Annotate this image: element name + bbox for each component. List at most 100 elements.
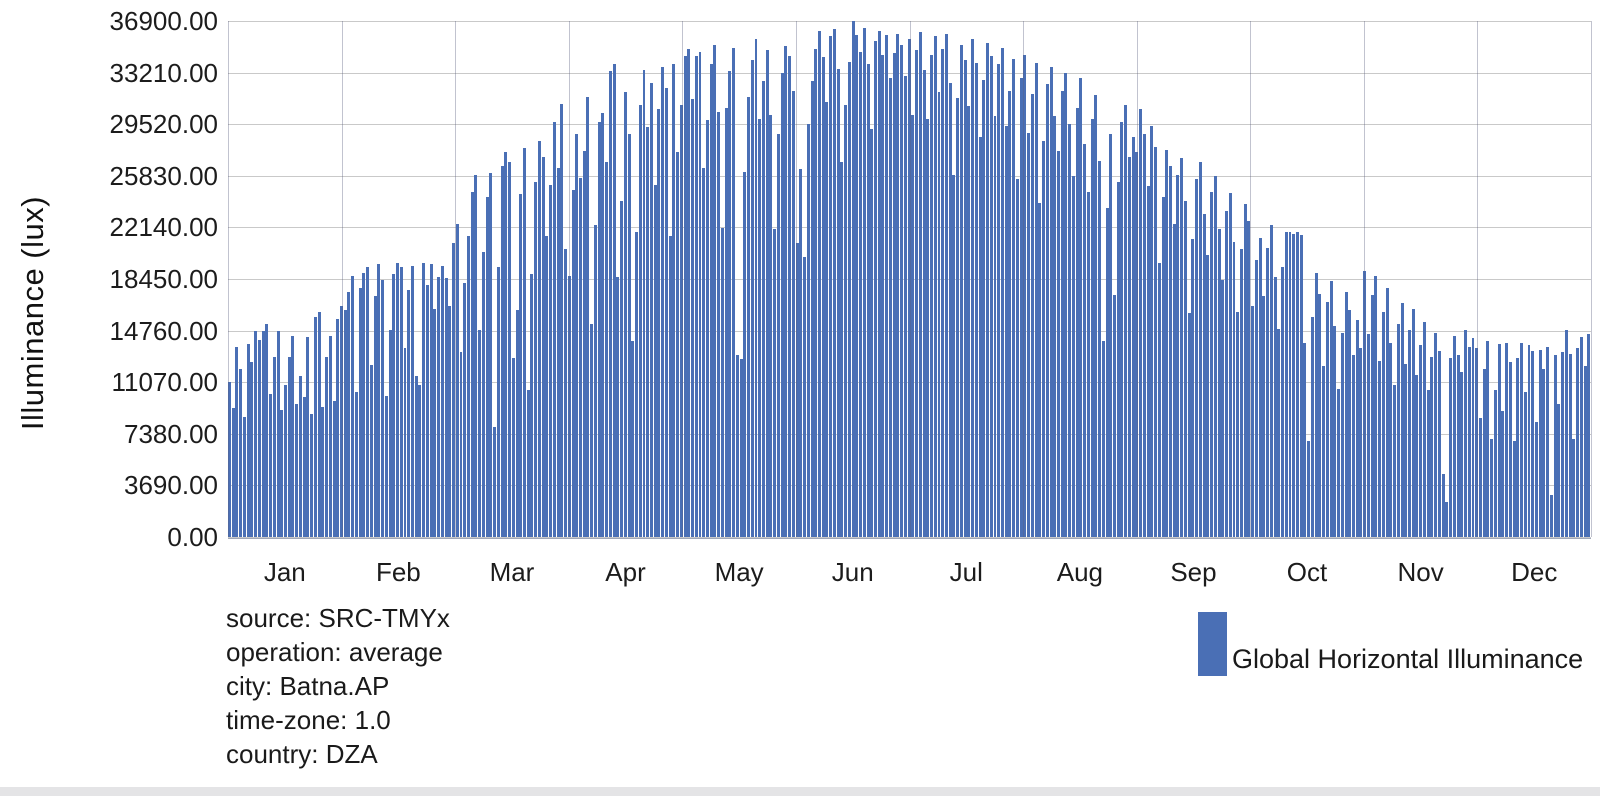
bar-daily-value: [1139, 109, 1143, 537]
bar-daily-value: [907, 39, 911, 537]
bar-daily-value: [1176, 174, 1180, 537]
bar-daily-value: [571, 190, 575, 537]
bar-daily-value: [997, 64, 1001, 537]
bar-daily-value: [418, 384, 422, 537]
bar-daily-value: [590, 324, 594, 537]
month-divider-line: [1023, 21, 1025, 537]
bar-daily-value: [1348, 310, 1352, 537]
bar-daily-value: [713, 44, 717, 537]
bar-daily-value: [496, 267, 500, 537]
bar-daily-value: [851, 21, 855, 537]
bar-daily-value: [683, 55, 687, 537]
screenshot-bottom-band: [0, 787, 1600, 796]
bar-daily-value: [799, 169, 803, 537]
bar-daily-value: [1307, 440, 1311, 537]
bar-daily-value: [829, 36, 833, 537]
y-tick-label: 7380.00: [124, 418, 218, 449]
bar-daily-value: [246, 344, 250, 537]
bar-daily-value: [1027, 132, 1031, 537]
bar-daily-value: [597, 121, 601, 537]
month-divider-line: [341, 21, 343, 537]
month-divider-line: [1136, 21, 1138, 537]
bar-daily-value: [1363, 271, 1367, 537]
month-divider-line: [1363, 21, 1365, 537]
bar-daily-value: [534, 181, 538, 537]
bar-daily-value: [392, 274, 396, 537]
bar-daily-value: [1329, 281, 1333, 537]
bar-daily-value: [769, 114, 773, 537]
bar-daily-value: [732, 47, 736, 537]
bar-daily-value: [354, 391, 358, 537]
bar-daily-value: [918, 32, 922, 537]
bar-daily-value: [1169, 166, 1172, 537]
bar-daily-value: [1090, 118, 1094, 537]
bar-daily-value: [877, 30, 881, 537]
bar-daily-value: [1456, 355, 1460, 537]
x-tick-label-may: May: [714, 557, 764, 587]
bar-daily-value: [1572, 439, 1576, 537]
month-divider-line: [455, 21, 457, 537]
bar-daily-value: [724, 107, 728, 537]
bar-daily-value: [859, 51, 863, 537]
bar-daily-value: [1232, 241, 1236, 537]
gridline: [228, 537, 1591, 538]
bar-daily-value: [1266, 247, 1270, 537]
bar-daily-value: [504, 152, 508, 537]
bar-daily-value: [343, 310, 347, 537]
annotation-city: city: Batna.AP: [226, 671, 390, 701]
bar-daily-value: [549, 184, 553, 537]
bar-daily-value: [642, 69, 646, 537]
bar-daily-value: [1546, 346, 1550, 537]
bar-daily-value: [720, 227, 724, 537]
bar-daily-value: [1352, 355, 1355, 537]
bar-daily-value: [993, 116, 997, 537]
y-tick-label: 25830.00: [109, 160, 218, 191]
bar-daily-value: [485, 197, 489, 537]
bar-daily-value: [1501, 411, 1505, 537]
bar-daily-value: [776, 134, 780, 537]
bar-daily-value: [952, 174, 956, 537]
bar-daily-value: [1053, 116, 1057, 537]
bar-daily-value: [410, 265, 414, 537]
bar-daily-value: [508, 162, 512, 537]
x-tick-label-mar: Mar: [489, 557, 535, 587]
bar-daily-value: [1579, 337, 1583, 537]
bar-daily-value: [1314, 272, 1318, 537]
bar-daily-value: [836, 68, 840, 537]
bar-daily-value: [780, 72, 784, 537]
bar-daily-value: [1404, 363, 1408, 537]
bar-daily-value: [593, 225, 597, 537]
bar-daily-value: [1408, 330, 1411, 537]
bar-daily-value: [381, 279, 385, 537]
bar-daily-value: [1008, 90, 1012, 537]
bar-daily-value: [1124, 104, 1128, 537]
bar-daily-value: [399, 267, 403, 537]
bar-daily-value: [930, 54, 933, 537]
bar-daily-value: [1389, 342, 1393, 537]
month-divider-line: [568, 21, 570, 537]
bar-daily-value: [272, 356, 276, 537]
bar-daily-value: [313, 317, 317, 537]
bar-daily-value: [377, 264, 381, 537]
bar-daily-value: [1531, 351, 1535, 537]
bar-daily-value: [1344, 292, 1348, 537]
bar-daily-value: [1191, 239, 1195, 537]
bar-daily-value: [989, 55, 993, 537]
x-tick-label-oct: Oct: [1286, 557, 1328, 587]
bar-daily-value: [844, 104, 848, 537]
bar-daily-value: [743, 172, 747, 537]
bar-daily-value: [1549, 495, 1553, 537]
bar-daily-value: [530, 274, 534, 537]
annotation-timezone: time-zone: 1.0: [226, 705, 391, 735]
bar-daily-value: [1057, 151, 1060, 537]
bar-daily-value: [396, 262, 399, 537]
bar-daily-value: [971, 39, 975, 537]
bar-daily-value: [810, 81, 814, 537]
bar-daily-value: [896, 33, 900, 537]
bar-daily-value: [735, 355, 739, 537]
bar-daily-value: [788, 55, 792, 537]
bar-daily-value: [1527, 345, 1531, 537]
bar-daily-value: [1411, 309, 1415, 537]
bar-daily-value: [963, 60, 967, 537]
